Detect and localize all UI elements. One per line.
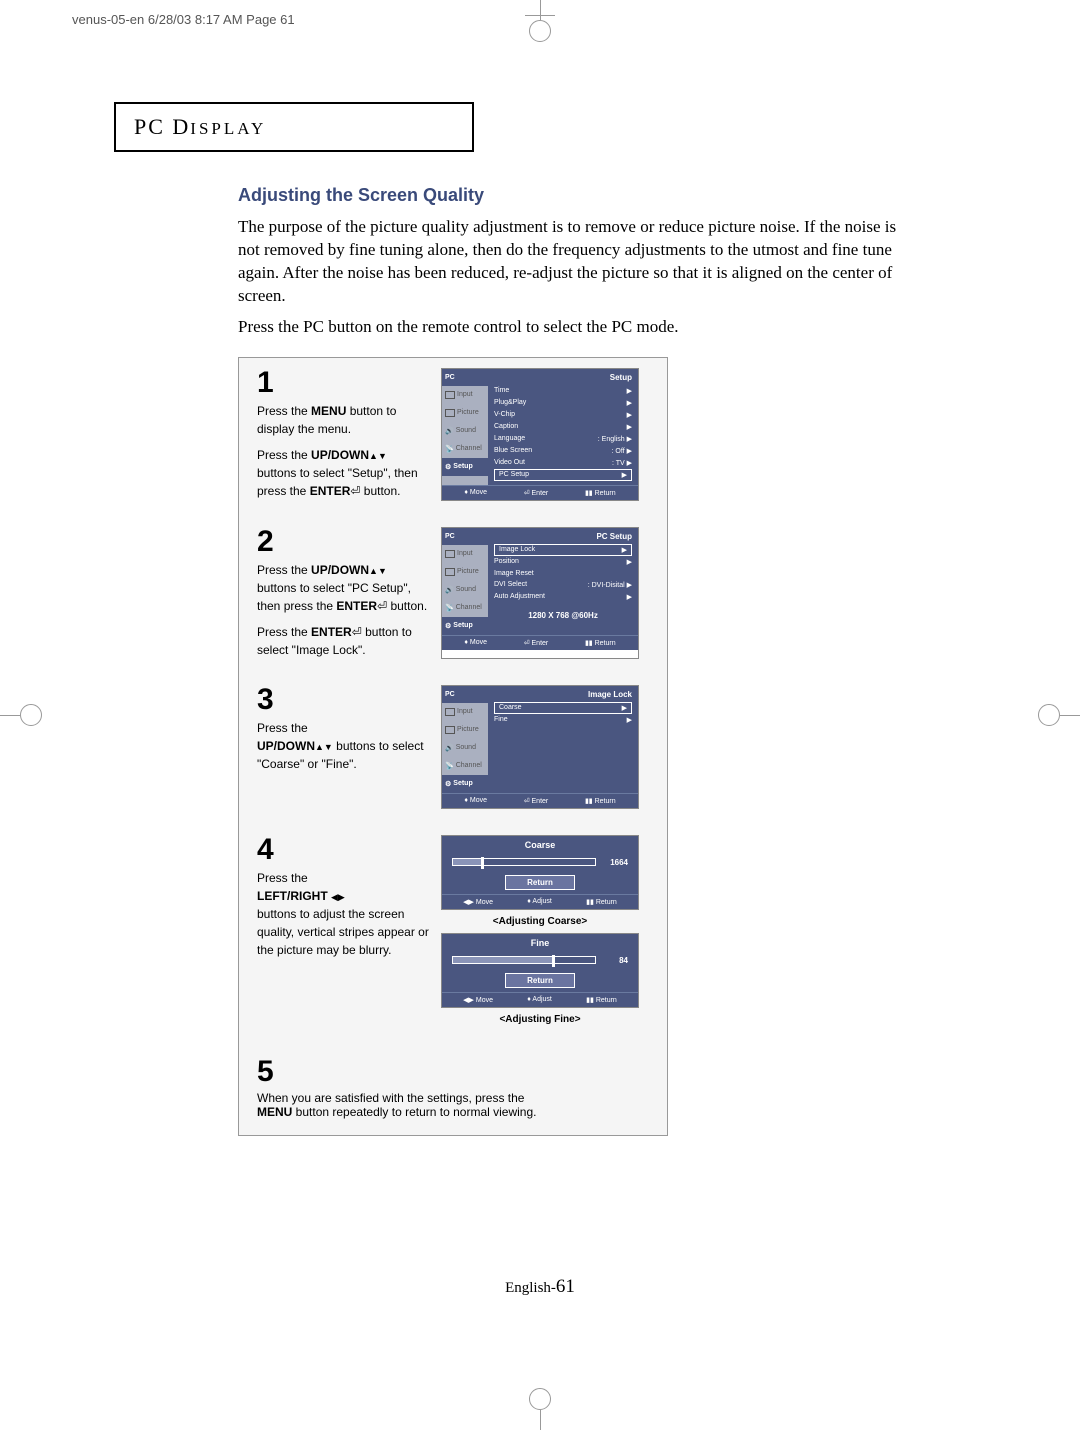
fine-slider-track [452,956,596,964]
osd-pcsetup-screenshot: PC Input Picture 🔊Sound 📡Channel ⚙Setup … [441,527,639,659]
fine-title: Fine [442,934,638,952]
channel-icon: 📡 [445,445,454,453]
setup-icon: ⚙ [445,463,451,471]
osd-tab-picture: Picture [442,563,488,581]
step-5-number: 5 [257,1057,653,1087]
step-1-text-b: Press the UP/DOWN▲▼ buttons to select "S… [257,446,429,500]
coarse-title: Coarse [442,836,638,854]
step-3-text: Press the UP/DOWN▲▼ buttons to select "C… [257,719,429,773]
osd-tab-input: Input [442,386,488,404]
enter-icon: ⏎ [350,484,360,498]
enter-icon: ⏎ [377,599,387,613]
step-2-text-a: Press the UP/DOWN▲▼ buttons to select "P… [257,561,429,615]
page-footer: English-61 [0,1276,1080,1298]
osd-tab-setup: ⚙Setup [442,458,488,476]
osd-imagelock-screenshot: PC Input Picture 🔊Sound 📡Channel ⚙Setup … [441,685,639,809]
osd-tab-input: Input [442,545,488,563]
step-2-number: 2 [257,527,429,557]
print-header: venus-05-en 6/28/03 8:17 AM Page 61 [72,12,295,27]
sound-icon: 🔊 [445,744,454,752]
step-4-text: Press the LEFT/RIGHT ◀▶ buttons to adjus… [257,869,429,959]
crop-mark-bottom [520,1390,560,1430]
osd-setup-title: Setup [610,373,632,382]
intro-paragraph-1: The purpose of the picture quality adjus… [238,216,918,308]
osd-tab-sound: 🔊Sound [442,739,488,757]
osd-resolution-info: 1280 X 768 @60Hz [494,611,632,620]
osd-tab-setup: ⚙Setup [442,775,488,793]
up-down-icon: ▲▼ [315,742,333,752]
osd-tab-setup: ⚙Setup [442,617,488,635]
coarse-caption: <Adjusting Coarse> [441,916,639,927]
step-5-text: When you are satisfied with the settings… [257,1091,653,1119]
section-heading: Adjusting the Screen Quality [238,185,918,206]
step-1-text-a: Press the MENU button to display the men… [257,402,429,438]
step-4: 4 Press the LEFT/RIGHT ◀▶ buttons to adj… [239,825,667,1047]
osd-tab-pc: PC [442,686,488,703]
osd-pcsetup-title: PC Setup [596,532,632,541]
enter-icon: ⏎ [352,625,362,639]
setup-icon: ⚙ [445,780,451,788]
sound-icon: 🔊 [445,586,454,594]
step-2-text-b: Press the ENTER⏎ button to select "Image… [257,623,429,659]
page-title-small: ISPLAY [190,119,266,138]
page-title-box: PC DISPLAY [114,102,474,152]
left-right-icon: ◀▶ [331,892,345,902]
osd-footer-return: ▮▮ Return [585,489,616,497]
step-1-number: 1 [257,368,429,398]
up-down-icon: ▲▼ [369,566,387,576]
coarse-slider-track [452,858,596,866]
step-2: 2 Press the UP/DOWN▲▼ buttons to select … [239,517,667,675]
intro-paragraph-2: Press the PC button on the remote contro… [238,316,918,339]
page-title-main: PC D [134,114,190,139]
steps-container: 1 Press the MENU button to display the m… [238,357,668,1136]
osd-footer-move: ♦ Move [464,489,487,497]
fine-return-button: Return [505,973,575,988]
fine-value: 84 [602,956,628,965]
coarse-return-button: Return [505,875,575,890]
crop-mark-left [0,695,40,735]
osd-footer-enter: ⏎ Enter [524,489,549,497]
channel-icon: 📡 [445,762,454,770]
up-down-icon: ▲▼ [369,451,387,461]
setup-icon: ⚙ [445,622,451,630]
step-3: 3 Press the UP/DOWN▲▼ buttons to select … [239,675,667,825]
coarse-slider-panel: Coarse 1664 Return ◀▶ Move ♦ Adjust ▮▮ R… [441,835,639,910]
osd-tab-channel: 📡Channel [442,440,488,458]
osd-tab-pc: PC [442,369,488,386]
fine-caption: <Adjusting Fine> [441,1014,639,1025]
osd-tab-input: Input [442,703,488,721]
step-3-number: 3 [257,685,429,715]
osd-tab-picture: Picture [442,404,488,422]
osd-tab-pc: PC [442,528,488,545]
fine-slider-panel: Fine 84 Return ◀▶ Move ♦ Adjust ▮▮ Retur… [441,933,639,1008]
osd-tab-channel: 📡Channel [442,757,488,775]
osd-tab-sound: 🔊Sound [442,581,488,599]
step-4-number: 4 [257,835,429,865]
sound-icon: 🔊 [445,427,454,435]
osd-setup-screenshot: PC Input Picture 🔊Sound 📡Channel ⚙Setup … [441,368,639,501]
osd-tab-picture: Picture [442,721,488,739]
step-5: 5 When you are satisfied with the settin… [239,1047,667,1135]
osd-imagelock-title: Image Lock [588,690,632,699]
channel-icon: 📡 [445,604,454,612]
crop-mark-top [520,0,560,40]
osd-tab-sound: 🔊Sound [442,422,488,440]
osd-tab-channel: 📡Channel [442,599,488,617]
crop-mark-right [1040,695,1080,735]
coarse-value: 1664 [602,858,628,867]
step-1: 1 Press the MENU button to display the m… [239,358,667,517]
